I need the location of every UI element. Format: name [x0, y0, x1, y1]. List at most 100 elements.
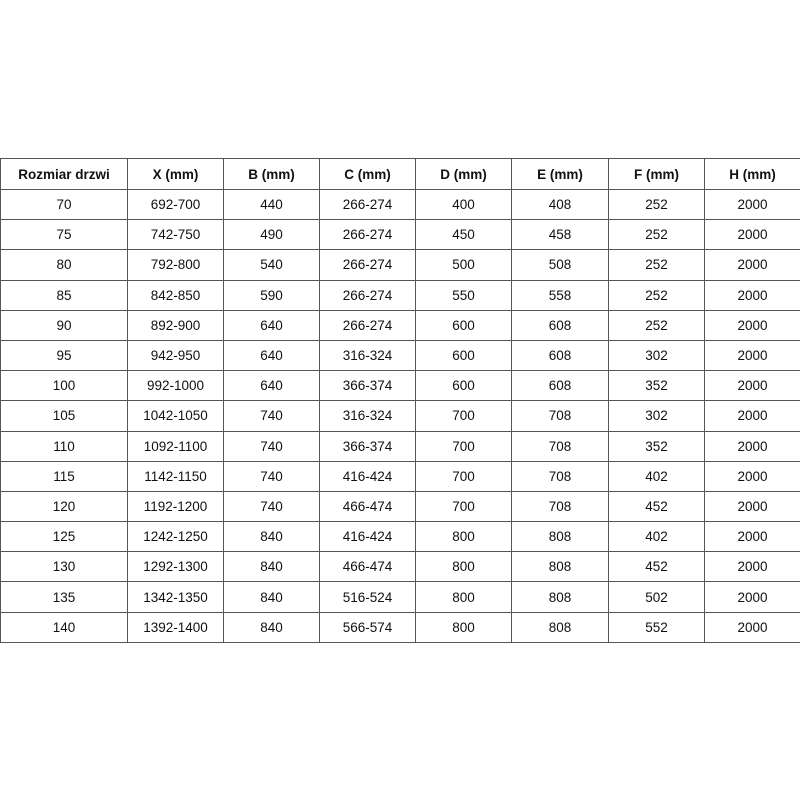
table-row: 105 1042-1050 740 316-324 700 708 302 2000 — [0, 400, 800, 432]
table-row: 85 842-850 590 266-274 550 558 252 2000 — [0, 279, 800, 311]
table-cell: 800 — [415, 581, 512, 613]
table-cell: 740 — [223, 430, 320, 462]
table-cell: 490 — [223, 219, 320, 251]
table-cell: 2000 — [704, 430, 800, 462]
table-cell: 640 — [223, 339, 320, 372]
table-cell: 500 — [415, 249, 512, 281]
table-cell: 808 — [511, 551, 609, 583]
table-cell: 115 — [0, 460, 128, 492]
table-cell: 458 — [511, 219, 609, 251]
table-cell: 800 — [415, 611, 512, 643]
table-cell: 708 — [511, 400, 609, 432]
table-cell: 842-850 — [127, 279, 224, 311]
table-cell: 2000 — [704, 370, 800, 402]
table-cell: 708 — [511, 430, 609, 462]
table-cell: 2000 — [704, 309, 800, 341]
table-cell: 600 — [415, 309, 512, 341]
table-cell: 2000 — [704, 551, 800, 583]
column-header: H (mm) — [704, 158, 800, 190]
table-cell: 740 — [223, 460, 320, 492]
table-cell: 2000 — [704, 521, 800, 553]
table-cell: 1142-1150 — [127, 460, 224, 492]
table-cell: 800 — [415, 521, 512, 553]
table-cell: 416-424 — [319, 521, 416, 553]
table-cell: 252 — [608, 188, 705, 221]
table-cell: 552 — [608, 611, 705, 643]
table-cell: 708 — [511, 490, 609, 523]
table-cell: 452 — [608, 490, 705, 523]
column-header: X (mm) — [127, 158, 224, 190]
table-cell: 600 — [415, 370, 512, 402]
table-cell: 2000 — [704, 460, 800, 492]
table-cell: 892-900 — [127, 309, 224, 341]
table-cell: 692-700 — [127, 188, 224, 221]
table-row: 135 1342-1350 840 516-524 800 808 502 2000 — [0, 581, 800, 613]
table-cell: 452 — [608, 551, 705, 583]
table-cell: 316-324 — [319, 400, 416, 432]
table-cell: 840 — [223, 551, 320, 583]
table-cell: 792-800 — [127, 249, 224, 281]
table-cell: 2000 — [704, 249, 800, 281]
table-cell: 266-274 — [319, 249, 416, 281]
table-cell: 1092-1100 — [127, 430, 224, 462]
table-cell: 740 — [223, 490, 320, 523]
table-cell: 440 — [223, 188, 320, 221]
table-cell: 840 — [223, 581, 320, 613]
table-cell: 85 — [0, 279, 128, 311]
table-cell: 508 — [511, 249, 609, 281]
table-cell: 942-950 — [127, 339, 224, 372]
table-cell: 740 — [223, 400, 320, 432]
table-row: 95 942-950 640 316-324 600 608 302 2000 — [0, 339, 800, 372]
table-cell: 402 — [608, 521, 705, 553]
table-row: 80 792-800 540 266-274 500 508 252 2000 — [0, 249, 800, 281]
table-cell: 366-374 — [319, 370, 416, 402]
table-cell: 502 — [608, 581, 705, 613]
table-cell: 2000 — [704, 581, 800, 613]
table-cell: 125 — [0, 521, 128, 553]
table-cell: 608 — [511, 339, 609, 372]
table-cell: 540 — [223, 249, 320, 281]
table-row: 115 1142-1150 740 416-424 700 708 402 2000 — [0, 460, 800, 492]
table-cell: 140 — [0, 611, 128, 643]
table-cell: 1192-1200 — [127, 490, 224, 523]
table-cell: 708 — [511, 460, 609, 492]
table-cell: 95 — [0, 339, 128, 372]
table-cell: 466-474 — [319, 551, 416, 583]
table-cell: 2000 — [704, 188, 800, 221]
table-cell: 402 — [608, 460, 705, 492]
table-cell: 70 — [0, 188, 128, 221]
table-cell: 416-424 — [319, 460, 416, 492]
table-cell: 105 — [0, 400, 128, 432]
table-cell: 400 — [415, 188, 512, 221]
table-row: 90 892-900 640 266-274 600 608 252 2000 — [0, 309, 800, 341]
table-cell: 1392-1400 — [127, 611, 224, 643]
table-cell: 75 — [0, 219, 128, 251]
table-row: 75 742-750 490 266-274 450 458 252 2000 — [0, 219, 800, 251]
table-cell: 466-474 — [319, 490, 416, 523]
table-cell: 316-324 — [319, 339, 416, 372]
dimensions-table: Rozmiar drzwi X (mm) B (mm) C (mm) D (mm) E (… — [0, 158, 800, 643]
table-cell: 352 — [608, 430, 705, 462]
table-cell: 252 — [608, 249, 705, 281]
column-header: Rozmiar drzwi — [0, 158, 128, 190]
table-cell: 352 — [608, 370, 705, 402]
table-row: 70 692-700 440 266-274 400 408 252 2000 — [0, 188, 800, 221]
table-cell: 2000 — [704, 219, 800, 251]
table-cell: 600 — [415, 339, 512, 372]
column-header: B (mm) — [223, 158, 320, 190]
table-row: 110 1092-1100 740 366-374 700 708 352 2000 — [0, 430, 800, 462]
table-cell: 566-574 — [319, 611, 416, 643]
table-cell: 840 — [223, 611, 320, 643]
table-cell: 408 — [511, 188, 609, 221]
table-cell: 516-524 — [319, 581, 416, 613]
table-row: 125 1242-1250 840 416-424 800 808 402 2000 — [0, 521, 800, 553]
table-cell: 608 — [511, 370, 609, 402]
table-cell: 266-274 — [319, 309, 416, 341]
table-cell: 558 — [511, 279, 609, 311]
table-cell: 700 — [415, 400, 512, 432]
table-row: 140 1392-1400 840 566-574 800 808 552 2000 — [0, 611, 800, 643]
table-cell: 2000 — [704, 400, 800, 432]
table-cell: 700 — [415, 490, 512, 523]
column-header: D (mm) — [415, 158, 512, 190]
table-cell: 450 — [415, 219, 512, 251]
